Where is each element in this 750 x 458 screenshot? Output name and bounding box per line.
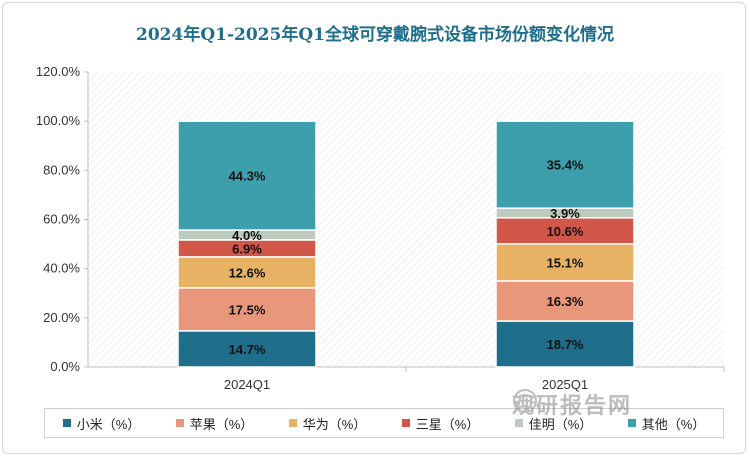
bar-segment	[495, 217, 635, 245]
data-label: 4.0%	[232, 228, 262, 243]
y-tick-label: 0.0%	[50, 359, 80, 374]
y-tick-label: 20.0%	[43, 310, 80, 325]
y-tick-label: 120.0%	[36, 64, 81, 79]
legend-swatch	[175, 419, 184, 427]
data-label: 15.1%	[547, 255, 584, 270]
legend-swatch	[62, 419, 71, 427]
legend-label: 其他（%）	[641, 416, 706, 432]
data-label: 14.7%	[229, 342, 266, 357]
data-label: 44.3%	[229, 169, 266, 184]
data-label: 16.3%	[547, 294, 584, 309]
y-tick-label: 100.0%	[36, 113, 81, 128]
legend-label: 华为（%）	[302, 416, 367, 432]
data-label: 35.4%	[547, 158, 584, 173]
legend-swatch	[627, 419, 636, 427]
legend-swatch	[401, 419, 410, 427]
data-label: 18.7%	[547, 337, 584, 352]
bar-segment	[177, 256, 317, 289]
data-label: 17.5%	[229, 302, 266, 317]
legend-item: 其他（%）	[627, 414, 706, 433]
y-tick-label: 40.0%	[43, 261, 80, 276]
legend-swatch	[514, 419, 523, 427]
bar-segment	[495, 320, 635, 368]
x-tick-label: 2024Q1	[224, 377, 270, 392]
legend-item: 华为（%）	[288, 414, 367, 433]
legend-label: 佳明（%）	[528, 416, 593, 432]
watermark-text: 观研报告网	[512, 394, 633, 419]
chart-title: 2024年Q1-2025年Q1全球可穿戴腕式设备市场份额变化情况	[136, 25, 614, 45]
bar-segment	[495, 280, 635, 322]
bar-segment	[177, 287, 317, 332]
legend-label: 小米（%）	[76, 416, 141, 432]
legend-item: 小米（%）	[62, 414, 141, 433]
bar-segment	[177, 330, 317, 368]
legend-label: 苹果（%）	[189, 416, 254, 432]
data-label: 6.9%	[232, 241, 262, 256]
globe-logo-icon	[513, 389, 537, 413]
legend-item: 佳明（%）	[514, 414, 593, 433]
x-tick-label: 2025Q1	[542, 377, 588, 392]
legend-label: 三星（%）	[415, 416, 480, 432]
data-label: 12.6%	[229, 265, 266, 280]
data-label: 10.6%	[547, 224, 584, 239]
watermark: 观研报告网	[512, 388, 632, 420]
bar-segment	[177, 120, 317, 231]
legend: 小米（%） 苹果（%） 华为（%） 三星（%） 佳明（%） 其他（%）	[44, 408, 724, 438]
bar-segment	[495, 120, 635, 209]
legend-item: 苹果（%）	[175, 414, 254, 433]
y-tick-label: 80.0%	[43, 162, 80, 177]
legend-swatch	[288, 419, 297, 427]
legend-item: 三星（%）	[401, 414, 480, 433]
y-tick-label: 60.0%	[43, 212, 80, 227]
data-label: 3.9%	[550, 206, 580, 221]
